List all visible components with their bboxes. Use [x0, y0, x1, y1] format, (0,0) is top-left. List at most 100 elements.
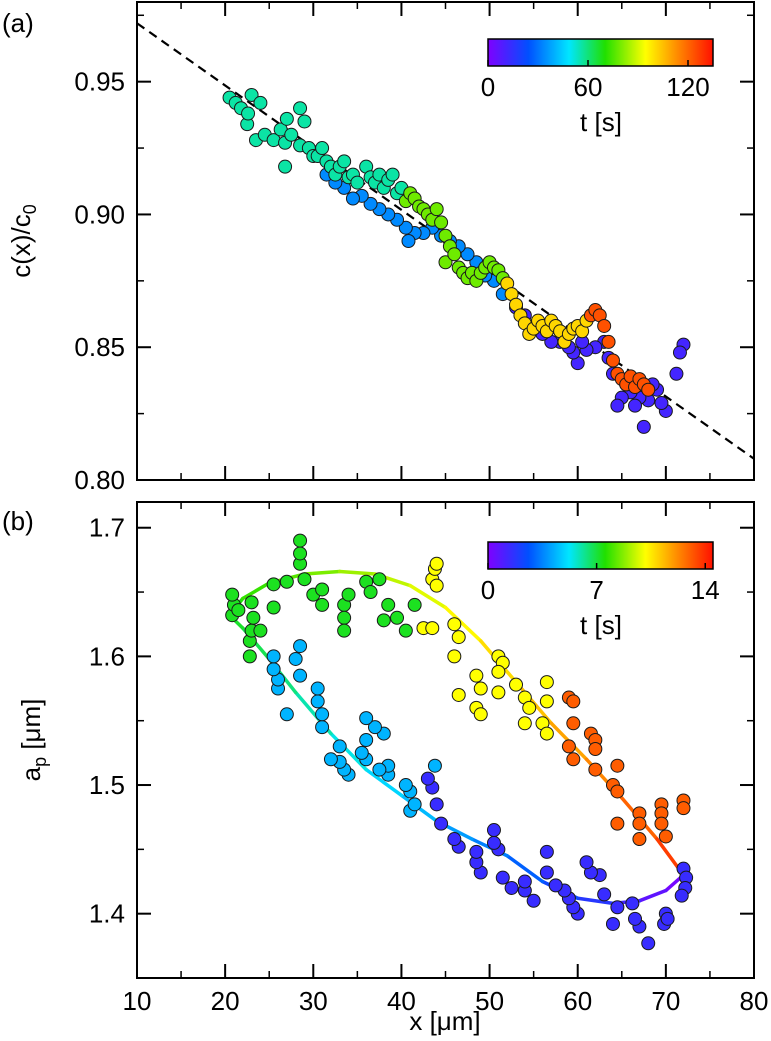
data-point	[401, 234, 416, 248]
panel-a-ylabel: c(x)/c0	[6, 204, 40, 278]
panel-a: (a) 0.80 0.85 0.90 0.95 c(x)/c0 0 60 120 t [s…	[2, 1, 755, 495]
data-point	[539, 694, 554, 709]
data-point	[293, 533, 308, 548]
data-point	[636, 419, 651, 434]
data-point	[242, 649, 257, 664]
panel-b-ticks: 10 20 30 40 50 60 70 801.41.51.61.7	[89, 502, 769, 1016]
data-point	[469, 844, 484, 859]
data-point	[674, 888, 689, 903]
fit-curve-segment	[575, 896, 615, 906]
data-point	[381, 597, 396, 612]
data-point	[244, 87, 259, 102]
data-point	[660, 911, 675, 926]
data-point	[469, 668, 484, 683]
data-point	[350, 175, 365, 190]
data-point	[323, 752, 338, 767]
panel-a-marks	[136, 22, 755, 460]
data-point	[310, 681, 325, 696]
x-tick-label: 70	[651, 986, 680, 1016]
y-tick-label: 1.4	[89, 899, 125, 929]
data-point	[341, 587, 356, 602]
data-point	[367, 720, 382, 735]
data-point	[451, 687, 466, 702]
data-point	[641, 382, 656, 397]
data-point	[429, 578, 444, 593]
data-point	[253, 95, 268, 110]
fit-curve-segment	[241, 581, 271, 601]
data-point	[376, 613, 391, 628]
fit-curve-segment	[329, 731, 368, 772]
data-point	[628, 398, 643, 413]
data-point	[398, 220, 413, 235]
fit-curve-segment	[505, 854, 545, 884]
data-point	[288, 651, 303, 666]
fit-curve-segment	[337, 569, 377, 576]
data-point	[610, 398, 625, 413]
data-point	[495, 870, 510, 885]
data-point	[509, 677, 524, 692]
x-tick-label: 30	[299, 986, 328, 1016]
data-point	[434, 215, 449, 230]
data-point	[293, 639, 308, 654]
fit-curve-segment	[443, 605, 483, 643]
data-point	[473, 707, 488, 722]
data-point	[429, 202, 444, 217]
x-tick-label: 20	[211, 986, 240, 1016]
data-point	[610, 758, 625, 773]
data-point	[473, 681, 488, 696]
data-point	[561, 739, 576, 754]
data-point	[337, 154, 352, 169]
data-point	[337, 623, 352, 638]
data-point	[427, 758, 442, 773]
panel-b-colorbar: 0 7 14 t [s]	[481, 541, 720, 640]
data-point	[447, 832, 462, 847]
x-tick-label: 10	[123, 986, 152, 1016]
data-point	[601, 334, 616, 349]
panel-b-ylabel: ap [μm]	[16, 699, 50, 782]
data-point	[632, 832, 647, 847]
y-tick-label: 0.80	[74, 465, 125, 495]
panel-b-label: (b)	[2, 506, 34, 536]
colorbar-a-gradient	[487, 38, 714, 67]
data-point	[266, 649, 281, 664]
data-point	[332, 739, 347, 754]
data-point	[279, 111, 294, 126]
colorbar-tick-label: 60	[574, 72, 603, 102]
data-point	[293, 101, 308, 116]
x-tick-label: 40	[387, 986, 416, 1016]
data-point	[539, 675, 554, 690]
data-point	[359, 733, 374, 747]
data-point	[354, 745, 369, 760]
y-tick-label: 1.6	[89, 641, 125, 671]
panel-a-ticks: 0.80 0.85 0.90 0.95	[74, 2, 755, 495]
panel-a-colorbar: 0 60 120 t [s]	[481, 38, 714, 137]
data-point	[597, 887, 612, 902]
fit-curve-segment	[637, 888, 668, 903]
data-point	[315, 707, 330, 722]
data-point	[253, 623, 268, 638]
data-point	[517, 716, 532, 731]
y-tick-label: 1.7	[89, 513, 125, 543]
data-point	[588, 762, 603, 777]
data-point	[293, 668, 308, 683]
data-point	[372, 572, 387, 587]
x-tick-label: 80	[740, 986, 769, 1016]
data-point	[628, 911, 643, 926]
data-point	[434, 816, 449, 831]
fit-curve-segment	[364, 767, 404, 798]
data-point	[359, 711, 374, 726]
data-point	[279, 707, 294, 722]
colorbar-b-gradient	[487, 541, 714, 570]
data-point	[363, 585, 378, 600]
data-point	[385, 167, 400, 182]
data-point	[641, 936, 656, 951]
data-point	[363, 196, 378, 211]
data-point	[491, 664, 506, 679]
data-point	[625, 896, 640, 911]
data-point	[526, 893, 541, 908]
fit-curve-segment	[408, 583, 448, 610]
data-point	[597, 318, 612, 333]
data-point	[266, 577, 281, 592]
data-point	[315, 597, 330, 612]
